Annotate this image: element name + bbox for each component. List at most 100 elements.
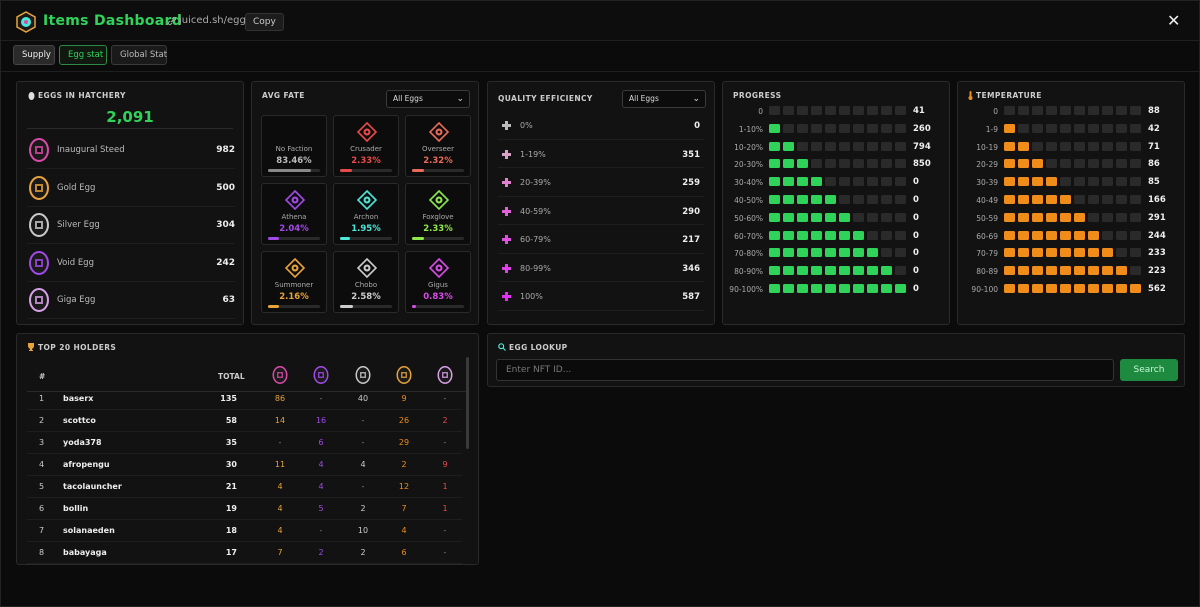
progress-range: 60-70% [734, 231, 763, 241]
egg-count: 242 [216, 257, 235, 268]
quality-egg-select[interactable]: All Eggs ⌄ [622, 90, 706, 108]
faction-bar [340, 305, 392, 308]
holder-egg-count: - [361, 416, 365, 425]
progress-cell [881, 212, 892, 222]
close-icon[interactable]: ✕ [1167, 11, 1181, 30]
progress-cell [839, 266, 850, 276]
egg-count: 63 [222, 295, 235, 305]
egg-name: Silver Egg [57, 220, 100, 230]
holder-rank: 8 [39, 548, 45, 557]
fate-card: Summoner 2.16% [261, 251, 327, 313]
progress-cell [769, 195, 780, 204]
temperature-cell [1074, 212, 1085, 222]
temperature-cell [1060, 123, 1071, 133]
egg-column-icon[interactable] [395, 366, 413, 384]
temperature-cell [1032, 123, 1043, 133]
temperature-cell [1102, 248, 1113, 258]
progress-row: 80-90% 0 [723, 263, 949, 281]
table-row[interactable]: 6 bollin 19 4 5 2 7 1 [27, 498, 462, 520]
link-icon [167, 16, 177, 26]
quality-range: 0% [520, 121, 533, 130]
progress-cell [783, 248, 794, 258]
temperature-cell [1018, 230, 1029, 240]
plus-icon [502, 263, 511, 273]
progress-cell [867, 177, 878, 187]
egg-column-icon[interactable] [271, 366, 289, 384]
nft-id-input[interactable]: Enter NFT ID... [496, 359, 1114, 381]
progress-title: PROGRESS [733, 91, 782, 100]
progress-count: 41 [913, 106, 925, 116]
egg-type-icon [27, 175, 51, 200]
progress-cell [853, 123, 864, 133]
progress-count: 260 [913, 123, 931, 134]
holders-scrollbar[interactable] [466, 357, 469, 449]
faction-name: Summoner [274, 281, 314, 289]
col-rank: # [39, 372, 46, 381]
holder-egg-count: 2 [360, 548, 366, 557]
temperature-cell [1088, 106, 1099, 115]
temperature-cell [1018, 284, 1029, 293]
egg-column-icon[interactable] [436, 366, 454, 384]
temperature-cell [1074, 106, 1085, 115]
fate-card: No Faction 83.46% [261, 115, 327, 177]
progress-cell [825, 159, 836, 169]
holder-egg-count: 1 [442, 504, 448, 513]
table-row[interactable]: 3 yoda378 35 - 6 - 29 - [27, 432, 462, 454]
temperature-cell [1046, 177, 1057, 187]
faction-name: Athena [281, 213, 307, 221]
holder-egg-count: 40 [357, 394, 369, 403]
share-url[interactable]: juiced.sh/eggs [179, 15, 252, 26]
quality-title: QUALITY EFFICIENCY [498, 94, 593, 103]
progress-cell [867, 195, 878, 204]
holder-total: 58 [225, 416, 237, 425]
temperature-cell [1102, 159, 1113, 169]
temperature-cell [1088, 266, 1099, 276]
temperature-cell [1130, 248, 1141, 258]
egg-column-icon[interactable] [354, 366, 372, 384]
temperature-cell [1116, 123, 1127, 133]
temperature-cell [1032, 284, 1043, 293]
copy-button[interactable]: Copy [245, 13, 284, 31]
faction-name: Gigus [428, 281, 448, 289]
temperature-cell [1004, 123, 1015, 133]
holder-egg-count: 29 [398, 438, 410, 447]
table-row[interactable]: 1 baserx 135 86 - 40 9 - [27, 388, 462, 410]
egg-type-icon [27, 288, 51, 312]
egg-column-icon[interactable] [312, 366, 330, 384]
egg-name: Void Egg [57, 257, 94, 268]
tab-global-stat[interactable]: Global Stat [111, 45, 167, 65]
search-button[interactable]: Search [1120, 359, 1178, 381]
holders-table-header: # TOTAL [27, 362, 468, 392]
faction-percent: 2.04% [279, 224, 309, 234]
fate-egg-select[interactable]: All Eggs ⌄ [386, 90, 470, 108]
temperature-cell [1004, 266, 1015, 276]
temperature-cell [1018, 123, 1029, 133]
table-row[interactable]: 4 afropengu 30 11 4 4 2 9 [27, 454, 462, 476]
temperature-count: 42 [1148, 123, 1160, 134]
table-row[interactable]: 2 scottco 58 14 16 - 26 2 [27, 410, 462, 432]
progress-range: 40-50% [734, 196, 763, 205]
progress-range: 50-60% [734, 213, 763, 223]
table-row[interactable]: 7 solanaeden 18 4 - 10 4 - [27, 520, 462, 542]
temperature-cell [1088, 212, 1099, 222]
table-row[interactable]: 8 babayaga 17 7 2 2 6 - [27, 542, 462, 564]
progress-cell [839, 284, 850, 293]
progress-cell [811, 106, 822, 115]
faction-bar-fill [412, 169, 425, 172]
temperature-cell [1004, 141, 1015, 151]
tab-egg-stat[interactable]: Egg stat [59, 45, 107, 65]
temperature-cell [1116, 248, 1127, 258]
temperature-cell [1074, 159, 1085, 169]
progress-cell [895, 248, 906, 258]
quality-count: 0 [694, 121, 700, 131]
temperature-cell [1088, 141, 1099, 151]
table-row[interactable]: 5 tacolauncher 21 4 4 - 12 1 [27, 476, 462, 498]
temperature-cell [1116, 195, 1127, 204]
faction-bar-fill [268, 237, 279, 240]
progress-cell [825, 212, 836, 222]
holder-egg-count: - [443, 438, 447, 447]
progress-cell [783, 195, 794, 204]
holder-egg-count: 2 [318, 548, 324, 557]
tab-supply[interactable]: Supply [13, 45, 55, 65]
holder-name: tacolauncher [63, 482, 122, 491]
